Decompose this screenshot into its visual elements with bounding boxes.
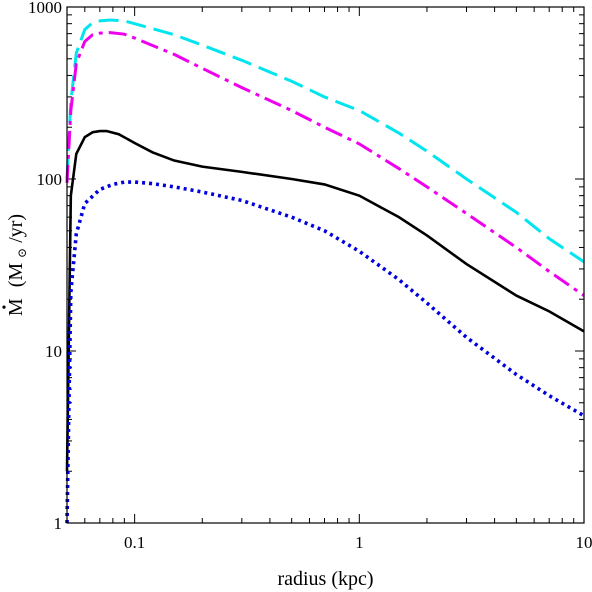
y-tick-label: 1000 (28, 0, 62, 17)
series-line-3-solid (65, 129, 585, 472)
y-axis-unit-close: /yr) (5, 214, 27, 243)
x-tick-label: 10 (576, 533, 592, 552)
series-lines (65, 18, 585, 524)
x-tick-label: 0.1 (124, 533, 145, 552)
y-tick-label: 1 (54, 514, 63, 533)
plot-frame (66, 6, 585, 524)
y-axis-unit-sun-symbol: ⊙ (15, 248, 29, 258)
y-tick-label: 10 (45, 342, 62, 361)
y-axis-dot-accent (2, 305, 6, 309)
series-line-4-dotted (65, 180, 585, 524)
y-axis-label: M (M ⊙ /yr) (2, 214, 31, 316)
y-axis-unit-open: (M (5, 263, 27, 288)
axis-ticks (66, 6, 585, 524)
tick-labels: 0.1 1 10 1 10 100 1000 (28, 0, 592, 552)
svg-text:M (M ⊙ /yr): M (M ⊙ /yr) (5, 214, 31, 316)
x-tick-label: 1 (355, 533, 364, 552)
series-line-1-dashed (65, 18, 585, 264)
x-axis-label: radius (kpc) (277, 568, 373, 590)
y-tick-label: 100 (37, 170, 63, 189)
y-axis-symbol: M (5, 298, 27, 316)
series-line-2-dash-dot (65, 31, 585, 297)
